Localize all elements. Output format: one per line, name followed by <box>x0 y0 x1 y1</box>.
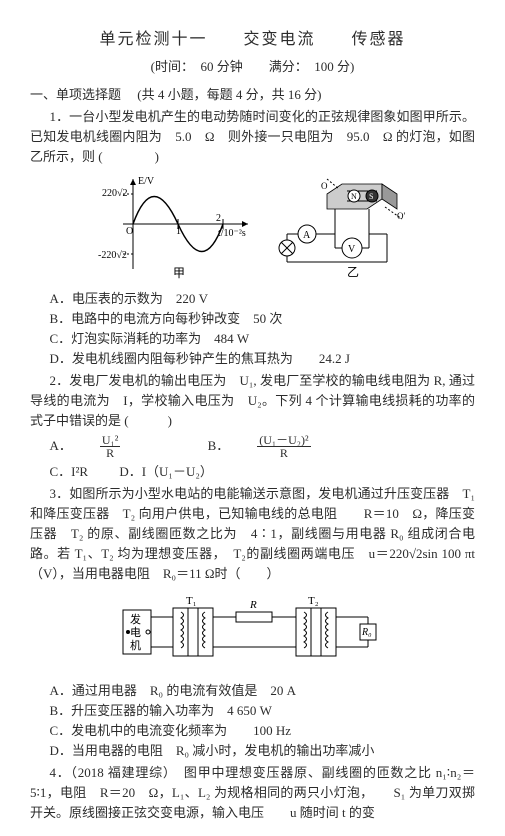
q2-options-cd: C．I²R D．I（U₁－U₂） <box>50 461 476 482</box>
figure-q1: E/V t/10⁻²s 220√2 -220√2 1 2 O 甲 N <box>30 174 475 285</box>
q1-optD: D．发电机线圈内阻每秒钟产生的焦耳热为 24.2 J <box>50 349 476 369</box>
svg-text:T₁: T₁ <box>186 595 197 607</box>
svg-text:O: O <box>321 181 328 191</box>
svg-text:t/10⁻²s: t/10⁻²s <box>218 228 246 239</box>
timing-line: (时间： 60 分钟 满分： 100 分) <box>30 57 475 77</box>
q3-options: A．通过用电器 R₀ 的电流有效值是 20 A B．升压变压器的输入功率为 4 … <box>50 681 476 762</box>
svg-text:电: 电 <box>130 626 141 639</box>
q1-text: 1．一台小型发电机产生的电动势随时间变化的正弦规律图象如图甲所示。已知发电机线圈… <box>30 107 475 167</box>
q2-options-ab: A．U₁²R B．(U₁－U₂)²R <box>50 434 476 459</box>
svg-text:T₂: T₂ <box>308 595 319 607</box>
q2-optC: C．I²R <box>50 462 89 482</box>
transformer-circuit-icon: 发 电 机 T₁ R T₂ <box>118 590 388 670</box>
svg-text:机: 机 <box>130 638 141 652</box>
q2-text: 2．发电厂发电机的输出电压为 U₁, 发电厂至学校的输电线电阻为 R, 通过导线… <box>30 371 475 431</box>
svg-text:甲: 甲 <box>173 266 185 279</box>
q2-optD: D．I（U₁－U₂） <box>119 462 213 482</box>
q4-text: 4．（2018 福建理综） 图甲中理想变压器原、副线圈的匝数之比 n₁∶n₂＝5… <box>30 763 475 823</box>
svg-text:R₀: R₀ <box>361 627 372 638</box>
svg-text:O: O <box>126 226 133 237</box>
q2-optB: B．(U₁－U₂)²R <box>208 434 367 459</box>
q1-optB: B．电路中的电流方向每秒钟改变 50 次 <box>50 309 476 329</box>
svg-text:V: V <box>348 244 356 255</box>
generator-circuit-icon: N S O O′ V A <box>257 174 407 279</box>
q3-optD: D．当用电器的电阻 R₀ 减小时，发电机的输出功率减小 <box>50 741 476 761</box>
q1-optC: C．灯泡实际消耗的功率为 484 W <box>50 329 476 349</box>
svg-text:乙: 乙 <box>347 265 359 279</box>
q2-optA: A．U₁²R <box>50 434 177 459</box>
figure-q3: 发 电 机 T₁ R T₂ <box>30 590 475 676</box>
sine-graph-icon: E/V t/10⁻²s 220√2 -220√2 1 2 O 甲 <box>98 174 253 279</box>
q3-optA: A．通过用电器 R₀ 的电流有效值是 20 A <box>50 681 476 701</box>
svg-text:-220√2: -220√2 <box>98 250 127 261</box>
q1-optA: A．电压表的示数为 220 V <box>50 289 476 309</box>
q3-text: 3．如图所示为小型水电站的电能输送示意图，发电机通过升压变压器 T₁ 和降压变压… <box>30 484 475 585</box>
svg-text:A: A <box>303 230 311 241</box>
svg-text:2: 2 <box>216 213 221 224</box>
unit-title: 单元检测十一 交变电流 传感器 <box>30 28 475 53</box>
q3-optC: C．发电机中的电流变化频率为 100 Hz <box>50 721 476 741</box>
svg-text:发: 发 <box>130 612 141 626</box>
svg-text:R: R <box>249 599 257 611</box>
section-1-heading: 一、单项选择题 (共 4 小题，每题 4 分，共 16 分) <box>30 85 475 105</box>
q3-optB: B．升压变压器的输入功率为 4 650 W <box>50 701 476 721</box>
svg-text:S: S <box>369 192 373 201</box>
q1-options: A．电压表的示数为 220 V B．电路中的电流方向每秒钟改变 50 次 C．灯… <box>50 289 476 370</box>
svg-text:N: N <box>351 192 357 201</box>
svg-text:E/V: E/V <box>138 176 155 187</box>
